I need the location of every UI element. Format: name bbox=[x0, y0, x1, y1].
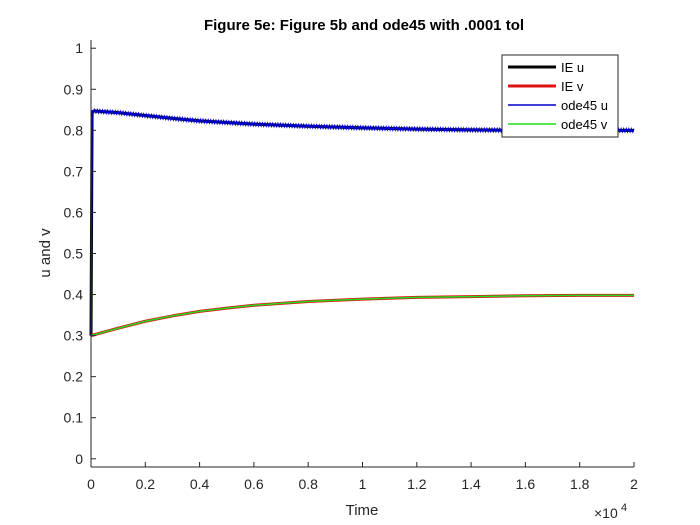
legend-label: IE u bbox=[561, 60, 584, 75]
x-tick-label: 1.6 bbox=[516, 476, 536, 492]
y-tick-label: 0.3 bbox=[64, 328, 84, 344]
series-line-ode45-v bbox=[90, 294, 634, 337]
y-tick-label: 0.2 bbox=[64, 369, 84, 385]
x-tick-label: 1.4 bbox=[461, 476, 481, 492]
y-axis-label: u and v bbox=[37, 228, 54, 278]
legend: IE u IE v ode45 u ode45 v bbox=[501, 54, 619, 138]
x-exponent-power: 4 bbox=[621, 502, 627, 514]
x-exponent-base: ×10 bbox=[594, 505, 618, 521]
y-tick-label: 0.7 bbox=[64, 163, 84, 179]
x-tick-label: 1 bbox=[359, 476, 367, 492]
legend-label: IE v bbox=[561, 79, 584, 94]
legend-label: ode45 u bbox=[561, 98, 608, 113]
y-tick-label: 0.5 bbox=[64, 246, 84, 262]
x-tick-label: 0.6 bbox=[244, 476, 264, 492]
x-axis-label: Time bbox=[346, 502, 379, 519]
y-tick-label: 0 bbox=[75, 451, 83, 467]
x-tick-label: 0.4 bbox=[190, 476, 210, 492]
x-tick-label: 0.8 bbox=[298, 476, 318, 492]
y-ticks: 0 0.1 0.2 0.3 0.4 0.5 0.6 0.7 0.8 0.9 1 bbox=[64, 40, 96, 467]
x-ticks: 0 0.2 0.4 0.6 0.8 1 1.2 1.4 1.6 1.8 2 bbox=[87, 462, 638, 492]
y-tick-label: 0.8 bbox=[64, 122, 84, 138]
y-tick-label: 1 bbox=[75, 40, 83, 56]
x-tick-label: 2 bbox=[630, 476, 638, 492]
x-tick-label: 0 bbox=[87, 476, 95, 492]
x-tick-label: 0.2 bbox=[136, 476, 156, 492]
legend-label: ode45 v bbox=[561, 117, 608, 132]
legend-entries: IE u IE v ode45 u ode45 v bbox=[508, 60, 608, 132]
y-tick-label: 0.4 bbox=[64, 287, 84, 303]
y-tick-label: 0.6 bbox=[64, 204, 84, 220]
chart-title: Figure 5e: Figure 5b and ode45 with .000… bbox=[204, 17, 524, 34]
x-tick-label: 1.8 bbox=[570, 476, 590, 492]
y-tick-label: 0.9 bbox=[64, 81, 84, 97]
x-tick-label: 1.2 bbox=[407, 476, 427, 492]
y-tick-label: 0.1 bbox=[64, 410, 84, 426]
